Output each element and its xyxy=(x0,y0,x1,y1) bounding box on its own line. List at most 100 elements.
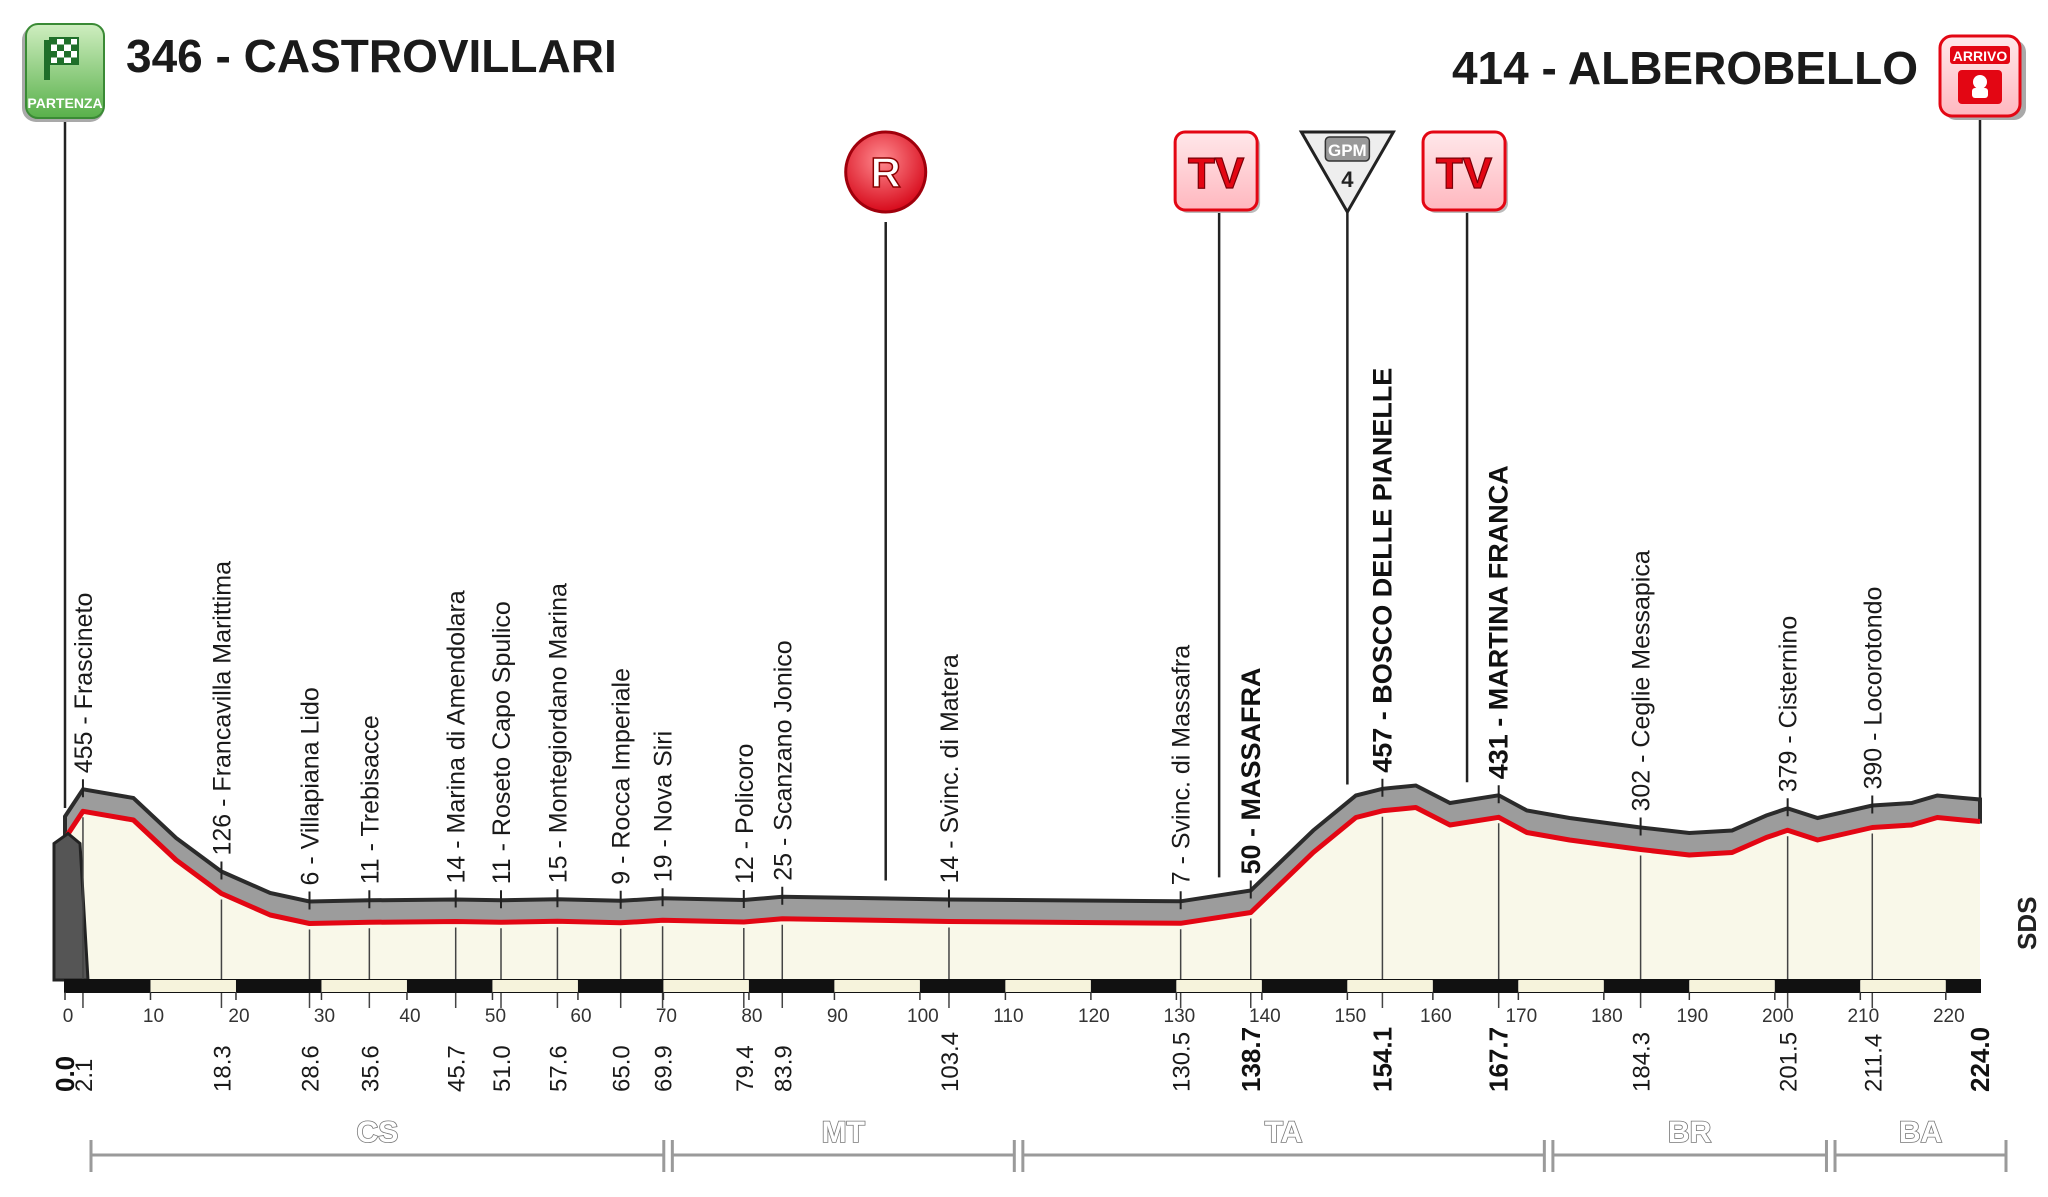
km-label: 0.0 xyxy=(50,1056,80,1092)
km-label: 79.4 xyxy=(732,1045,759,1092)
finish-badge: ARRIVO xyxy=(1938,34,2026,120)
axis-segment xyxy=(1432,980,1519,992)
axis-tick-label: 190 xyxy=(1676,1006,1708,1027)
finish-title: 414 - ALBEROBELLO xyxy=(1452,42,1918,94)
km-label: 211.4 xyxy=(1860,1034,1887,1092)
axis-tick-label: 150 xyxy=(1335,1006,1367,1027)
province-label: TA xyxy=(1265,1116,1303,1149)
finish-badge-text: ARRIVO xyxy=(1953,48,2008,64)
place-label: 12 - Policoro xyxy=(731,744,759,884)
km-label: 69.9 xyxy=(651,1045,678,1092)
km-label: 45.7 xyxy=(444,1045,471,1092)
province-ta: TA xyxy=(1021,1115,1546,1172)
axis-tick-label: 220 xyxy=(1933,1006,1965,1027)
gpm-category: 4 xyxy=(1341,167,1354,192)
start-title: 346 - CASTROVILLARI xyxy=(126,30,617,82)
axis-tick-label: 40 xyxy=(399,1006,420,1027)
axis-tick-label: 20 xyxy=(228,1006,249,1027)
axis-segment xyxy=(1261,980,1348,992)
km-label: 130.5 xyxy=(1169,1032,1196,1092)
axis-tick-label: 200 xyxy=(1762,1006,1794,1027)
axis-tick-label: 170 xyxy=(1505,1006,1537,1027)
axis-tick-label: 110 xyxy=(993,1006,1023,1027)
sds-label: SDS xyxy=(2012,897,2042,950)
finish-line-icon xyxy=(1958,70,2002,104)
axis-tick-label: 180 xyxy=(1591,1006,1623,1027)
province-mt: MT xyxy=(670,1115,1016,1172)
marker-gpm: GPM 4 xyxy=(1298,130,1396,785)
province-label: BR xyxy=(1668,1116,1712,1149)
axis-segment xyxy=(577,980,664,992)
axis-segment xyxy=(1945,980,1980,992)
province-ba: BA xyxy=(1833,1115,2008,1172)
profile-line xyxy=(62,805,1981,926)
place-label: 25 - Scanzano Jonico xyxy=(769,640,797,880)
place-label: 390 - Locorotondo xyxy=(1859,587,1887,790)
km-label: 154.1 xyxy=(1367,1027,1397,1092)
axis-segment xyxy=(1689,980,1775,992)
axis-segment xyxy=(1005,980,1091,992)
axis-segment xyxy=(150,980,236,992)
place-label: 6 - Villapiana Lido xyxy=(297,687,325,885)
place-label: 457 - BOSCO DELLE PIANELLE xyxy=(1367,368,1397,773)
marker-r: R xyxy=(844,130,928,881)
km-label: 201.5 xyxy=(1776,1032,1803,1092)
marker-r-text: R xyxy=(871,149,901,196)
km-label: 184.3 xyxy=(1629,1032,1656,1092)
axis-segment xyxy=(321,980,407,992)
axis-tick-label: 90 xyxy=(827,1006,848,1027)
km-label: 18.3 xyxy=(209,1045,236,1092)
axis-segment xyxy=(492,980,578,992)
km-label: 51.0 xyxy=(489,1045,516,1092)
axis-tick-label: 60 xyxy=(570,1006,591,1027)
gpm-text: GPM xyxy=(1328,141,1367,160)
axis-segment xyxy=(1347,980,1433,992)
gpm-triangle-icon xyxy=(1298,130,1396,216)
km-label: 83.9 xyxy=(770,1045,797,1092)
marker-tv: TV xyxy=(1421,130,1509,783)
province-label: CS xyxy=(357,1116,399,1149)
axis-segment xyxy=(1090,980,1177,992)
km-label: 28.6 xyxy=(298,1045,325,1092)
km-label: 35.6 xyxy=(357,1045,384,1092)
axis-segment xyxy=(1603,980,1690,992)
axis-tick-label: 30 xyxy=(314,1006,335,1027)
place-label: 19 - Nova Siri xyxy=(650,731,678,882)
province-br: BR xyxy=(1551,1115,1828,1172)
axis-tick-label: 140 xyxy=(1249,1006,1281,1027)
axis-tick-label: 80 xyxy=(741,1006,762,1027)
km-label: 138.7 xyxy=(1236,1027,1266,1092)
axis-segment xyxy=(834,980,920,992)
markers: R TV GPM 4 TV xyxy=(844,130,1509,881)
checkered-flag-icon xyxy=(44,37,79,80)
tv-text: TV xyxy=(1188,149,1245,198)
axis-segment xyxy=(919,980,1006,992)
axis-tick-label: 160 xyxy=(1420,1006,1452,1027)
axis-tick-label: 100 xyxy=(907,1006,939,1027)
km-label: 103.4 xyxy=(937,1032,964,1092)
axis-segment xyxy=(663,980,749,992)
axis-segment xyxy=(748,980,835,992)
place-label: 11 - Trebisacce xyxy=(356,715,384,884)
marker-tv: TV xyxy=(1173,130,1261,878)
place-label: 379 - Cisternino xyxy=(1775,616,1803,792)
place-label: 455 - Frascineto xyxy=(70,593,98,774)
km-label: 65.0 xyxy=(609,1045,636,1092)
place-label: 126 - Francavilla Marittima xyxy=(208,561,236,856)
place-label: 50 - MASSAFRA xyxy=(1236,667,1266,874)
start-badge-text: PARTENZA xyxy=(27,95,102,111)
place-label: 302 - Ceglie Messapica xyxy=(1628,550,1656,811)
axis-tick-label: 120 xyxy=(1078,1006,1110,1027)
km-label: 167.7 xyxy=(1484,1027,1514,1092)
km-axis: 0 10 20 30 40 50 60 70 80 90 100 110 120 130 140 150 160… xyxy=(63,979,1981,1027)
place-label: 9 - Rocca Imperiale xyxy=(608,668,636,885)
tv-text: TV xyxy=(1436,149,1493,198)
km-label: 57.6 xyxy=(545,1045,572,1092)
axis-tick-label: 130 xyxy=(1164,1006,1196,1027)
place-label: 14 - Marina di Amendolara xyxy=(443,590,471,883)
province-label: MT xyxy=(822,1116,865,1149)
axis-tick-label: 210 xyxy=(1847,1006,1879,1027)
place-label: 11 - Roseto Capo Spulico xyxy=(488,601,516,884)
